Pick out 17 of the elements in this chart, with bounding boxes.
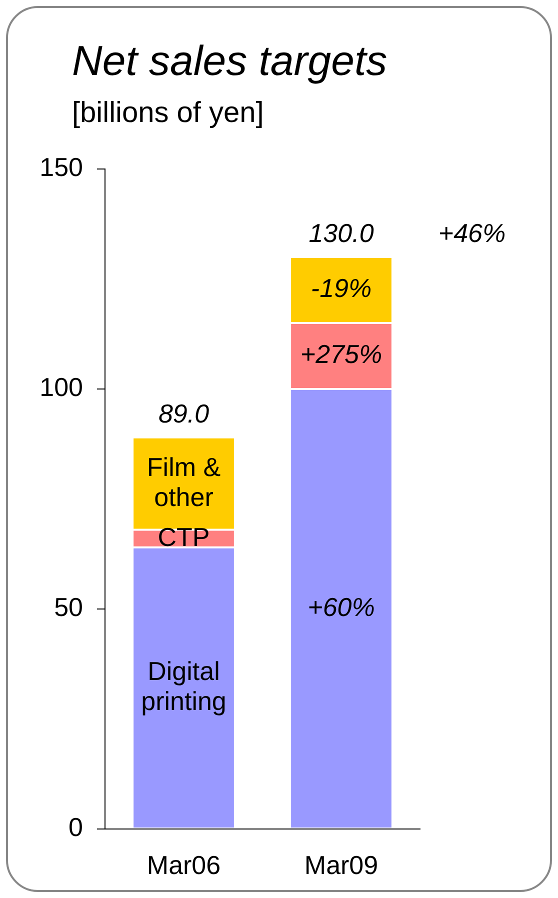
chart-title: Net sales targets <box>72 36 388 86</box>
y-tick-label: 100 <box>40 372 83 402</box>
text: +46% <box>438 218 506 248</box>
x-tick-label: Mar09 <box>304 850 378 880</box>
total-label: 89.0 <box>158 398 210 429</box>
y-tick-label: 50 <box>54 592 83 622</box>
series-label: CTP <box>158 522 210 552</box>
annotation: +275% <box>300 339 382 370</box>
y-tick-label: 0 <box>68 812 83 842</box>
series-label: Film & other <box>146 452 221 512</box>
annotation: +60% <box>308 592 375 622</box>
chart-subtitle: [billions of yen] <box>72 96 264 131</box>
y-tick-label: 150 <box>40 152 83 182</box>
total-label: 130.0 <box>308 218 374 248</box>
annotation: -19% <box>310 273 372 304</box>
series-label: Digital printing <box>141 656 226 716</box>
x-tick-label: Mar06 <box>146 850 221 880</box>
